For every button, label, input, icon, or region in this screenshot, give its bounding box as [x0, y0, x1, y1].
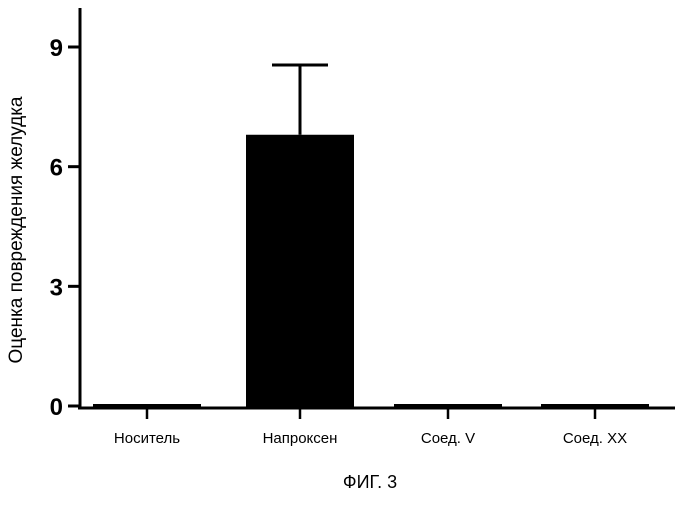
figure-caption: ФИГ. 3: [343, 472, 397, 492]
x-tick-label: Напроксен: [263, 430, 338, 447]
bar-4: [541, 404, 649, 408]
x-tick-label: Соед. XX: [563, 430, 627, 447]
bar-2: [246, 135, 354, 408]
axes: [68, 8, 675, 419]
bar-1: [93, 404, 201, 408]
bar-3: [394, 404, 502, 408]
x-tick-label: Носитель: [114, 430, 180, 447]
y-tick-label: 6: [50, 155, 63, 182]
y-tick-label: 0: [50, 394, 63, 421]
bars: [93, 65, 649, 408]
y-tick-label: 9: [50, 35, 63, 62]
y-axis-title: Оценка повреждения желудка: [6, 96, 27, 363]
x-tick-label: Соед. V: [421, 430, 475, 447]
y-tick-label: 3: [50, 274, 63, 301]
